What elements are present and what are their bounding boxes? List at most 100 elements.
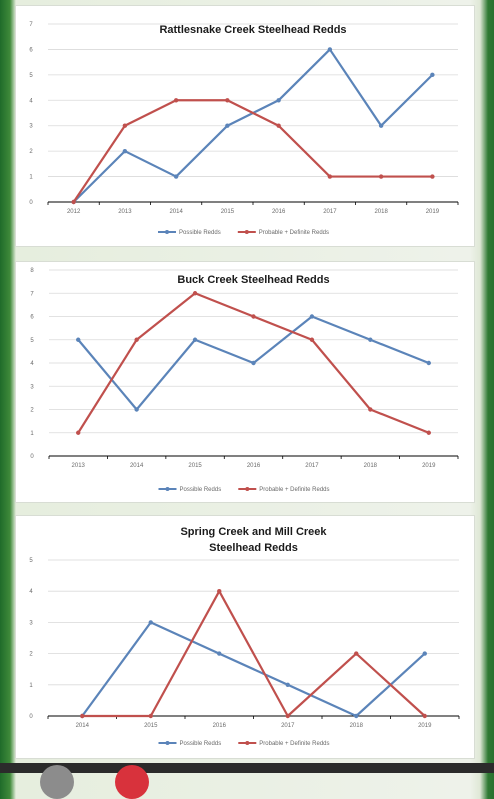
series-line-probable bbox=[72, 99, 433, 203]
data-point-probable bbox=[76, 430, 81, 435]
chart-panel-rattlesnake: 0 1 2 3 4 5 6 7 2012 2013 2014 2015 2016 2017 2018 2019… bbox=[16, 6, 474, 246]
data-point-possible bbox=[251, 360, 256, 366]
y-tick-label: 2 bbox=[29, 149, 33, 155]
x-tick-label: 2013 bbox=[72, 463, 86, 469]
data-point-probable bbox=[134, 337, 139, 342]
data-point-possible bbox=[378, 123, 384, 128]
data-point-probable bbox=[276, 123, 281, 128]
y-tick-label: 7 bbox=[29, 22, 33, 28]
y-tick-label: 7 bbox=[30, 291, 34, 297]
data-point-possible bbox=[173, 174, 179, 179]
data-point-probable bbox=[354, 651, 359, 656]
x-tick-label: 2017 bbox=[323, 209, 337, 215]
y-tick-label: 8 bbox=[30, 268, 34, 274]
y-tick-label: 6 bbox=[30, 315, 34, 321]
legend-marker bbox=[165, 487, 170, 491]
data-point-probable bbox=[422, 713, 427, 719]
data-point-possible bbox=[148, 620, 153, 625]
legend: Possible Redds Probable + Definite Redds bbox=[158, 230, 329, 236]
x-tick-label: 2017 bbox=[305, 463, 319, 469]
series-line-possible bbox=[81, 621, 426, 718]
x-tick-label: 2014 bbox=[169, 209, 183, 215]
chart-title: Rattlesnake Creek Steelhead Redds bbox=[159, 24, 346, 36]
series-line-probable bbox=[82, 590, 426, 718]
y-tick-label: 3 bbox=[29, 124, 33, 130]
legend: Possible Redds Probable + Definite Redds bbox=[158, 741, 330, 747]
chart-spring-mill: 0 1 2 3 4 5 2014 2015 2016 2017 2018 2019 Spring Cre… bbox=[29, 526, 460, 747]
chart-title: Spring Creek and Mill Creek bbox=[180, 526, 327, 538]
x-tick-label: 2018 bbox=[364, 463, 378, 469]
y-tick-label: 1 bbox=[29, 175, 33, 181]
x-tick-label: 2016 bbox=[213, 723, 227, 729]
y-tick-label: 1 bbox=[29, 683, 33, 689]
data-point-probable bbox=[285, 713, 290, 719]
chart-panel-buck: 0 1 2 3 4 5 6 7 8 2013 2014 2015 2016 2017 2018 2019 Buc… bbox=[16, 262, 474, 502]
data-point-possible bbox=[285, 682, 290, 687]
taskbar-strip bbox=[0, 763, 494, 773]
data-point-probable bbox=[251, 314, 256, 319]
chart-rattlesnake: 0 1 2 3 4 5 6 7 2012 2013 2014 2015 2016 2017 2018 2019… bbox=[29, 22, 459, 236]
y-tick-label: 4 bbox=[29, 589, 33, 595]
data-point-probable bbox=[217, 589, 222, 594]
data-point-probable bbox=[327, 174, 333, 179]
legend: Possible Redds Probable + Definite Redds bbox=[158, 487, 330, 493]
x-tick-label: 2014 bbox=[130, 463, 144, 469]
x-tick-label: 2015 bbox=[144, 723, 158, 729]
legend-label: Possible Redds bbox=[180, 487, 222, 493]
chart-title: Buck Creek Steelhead Redds bbox=[177, 274, 329, 286]
x-tick-label: 2015 bbox=[221, 209, 235, 215]
data-point-probable bbox=[71, 199, 76, 205]
chart-buck: 0 1 2 3 4 5 6 7 8 2013 2014 2015 2016 2017 2018 2019 Buc… bbox=[30, 268, 459, 493]
data-point-probable bbox=[368, 407, 373, 412]
data-point-possible bbox=[426, 360, 431, 366]
data-point-probable bbox=[173, 98, 179, 103]
data-point-probable bbox=[309, 337, 315, 342]
legend-label: Probable + Definite Redds bbox=[259, 230, 329, 236]
x-tick-label: 2012 bbox=[67, 209, 81, 215]
legend-marker bbox=[244, 230, 249, 234]
avatar-gray[interactable] bbox=[40, 765, 74, 799]
x-tick-label: 2016 bbox=[272, 209, 286, 215]
legend-label: Probable + Definite Redds bbox=[259, 741, 329, 747]
y-tick-label: 1 bbox=[30, 431, 34, 437]
legend-marker bbox=[245, 487, 250, 491]
y-tick-label: 3 bbox=[30, 384, 34, 390]
chart-panel-spring-mill: 0 1 2 3 4 5 2014 2015 2016 2017 2018 2019 Spring Cre… bbox=[16, 516, 474, 758]
data-point-possible bbox=[134, 407, 139, 412]
x-tick-label: 2017 bbox=[281, 723, 295, 729]
y-tick-label: 4 bbox=[30, 361, 34, 367]
data-point-possible bbox=[217, 651, 222, 656]
data-point-possible bbox=[192, 337, 198, 342]
legend-marker bbox=[165, 741, 170, 745]
x-tick-label: 2013 bbox=[118, 209, 132, 215]
y-tick-label: 0 bbox=[30, 454, 34, 460]
x-tick-label: 2016 bbox=[247, 463, 261, 469]
data-point-probable bbox=[148, 713, 153, 719]
chart-title: Steelhead Redds bbox=[209, 542, 298, 554]
legend-label: Probable + Definite Redds bbox=[259, 487, 329, 493]
y-tick-label: 2 bbox=[30, 408, 34, 414]
y-tick-label: 0 bbox=[29, 714, 33, 720]
y-tick-label: 2 bbox=[29, 652, 33, 658]
legend-marker bbox=[165, 230, 169, 234]
data-point-possible bbox=[430, 72, 435, 78]
avatar-red[interactable] bbox=[115, 765, 149, 799]
legend-label: Possible Redds bbox=[179, 230, 221, 236]
data-point-possible bbox=[327, 47, 333, 52]
data-point-possible bbox=[76, 337, 81, 342]
data-point-probable bbox=[80, 713, 85, 719]
y-tick-label: 5 bbox=[29, 73, 33, 79]
x-tick-label: 2019 bbox=[418, 723, 432, 729]
x-tick-label: 2018 bbox=[374, 209, 388, 215]
data-point-probable bbox=[378, 174, 384, 179]
data-point-possible bbox=[422, 651, 427, 656]
y-tick-label: 3 bbox=[29, 620, 33, 626]
data-point-probable bbox=[430, 174, 435, 179]
data-point-possible bbox=[354, 713, 359, 719]
legend-marker bbox=[245, 741, 250, 745]
data-point-probable bbox=[225, 98, 230, 103]
data-point-probable bbox=[122, 123, 128, 128]
x-tick-label: 2019 bbox=[426, 209, 440, 215]
x-tick-label: 2014 bbox=[76, 723, 90, 729]
y-tick-label: 0 bbox=[29, 200, 33, 206]
